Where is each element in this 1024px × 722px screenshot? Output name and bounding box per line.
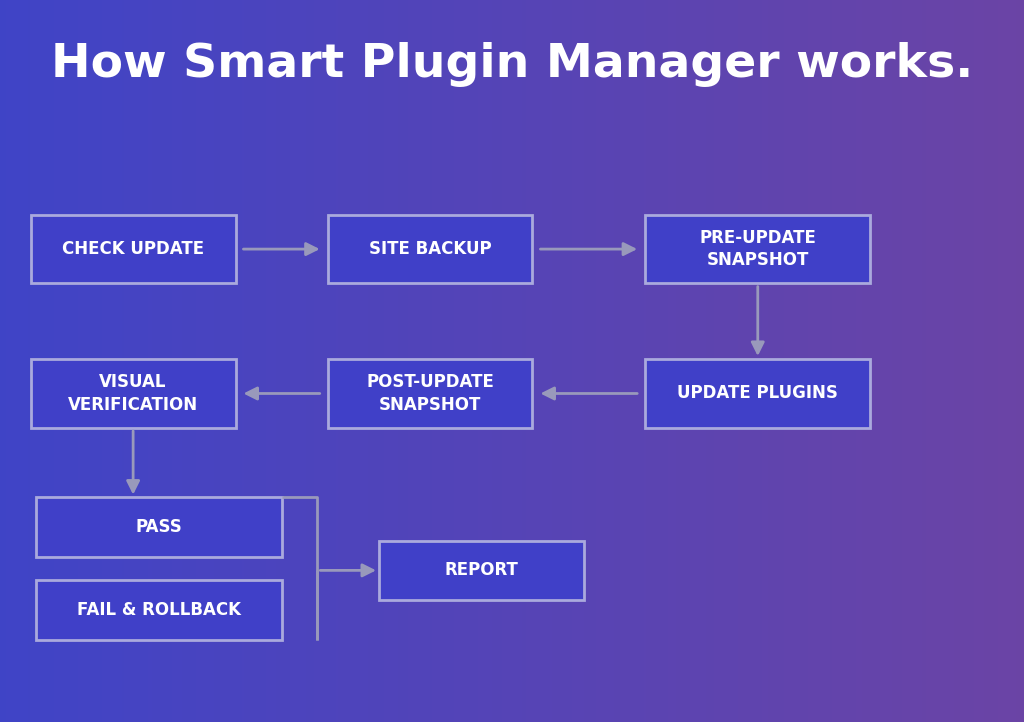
FancyBboxPatch shape — [328, 215, 532, 283]
Text: PRE-UPDATE
SNAPSHOT: PRE-UPDATE SNAPSHOT — [699, 229, 816, 269]
FancyBboxPatch shape — [31, 215, 236, 283]
Text: SITE BACKUP: SITE BACKUP — [369, 240, 492, 258]
FancyBboxPatch shape — [645, 215, 870, 283]
Text: REPORT: REPORT — [444, 562, 518, 579]
FancyBboxPatch shape — [645, 359, 870, 427]
FancyBboxPatch shape — [31, 359, 236, 427]
FancyBboxPatch shape — [36, 497, 282, 557]
FancyBboxPatch shape — [328, 359, 532, 427]
Text: UPDATE PLUGINS: UPDATE PLUGINS — [677, 385, 839, 402]
FancyBboxPatch shape — [379, 541, 584, 600]
Text: FAIL & ROLLBACK: FAIL & ROLLBACK — [77, 601, 241, 619]
FancyBboxPatch shape — [36, 580, 282, 640]
Text: How Smart Plugin Manager works.: How Smart Plugin Manager works. — [51, 43, 973, 87]
Text: PASS: PASS — [135, 518, 182, 536]
Text: VISUAL
VERIFICATION: VISUAL VERIFICATION — [68, 373, 199, 414]
Text: POST-UPDATE
SNAPSHOT: POST-UPDATE SNAPSHOT — [367, 373, 494, 414]
Text: CHECK UPDATE: CHECK UPDATE — [62, 240, 204, 258]
